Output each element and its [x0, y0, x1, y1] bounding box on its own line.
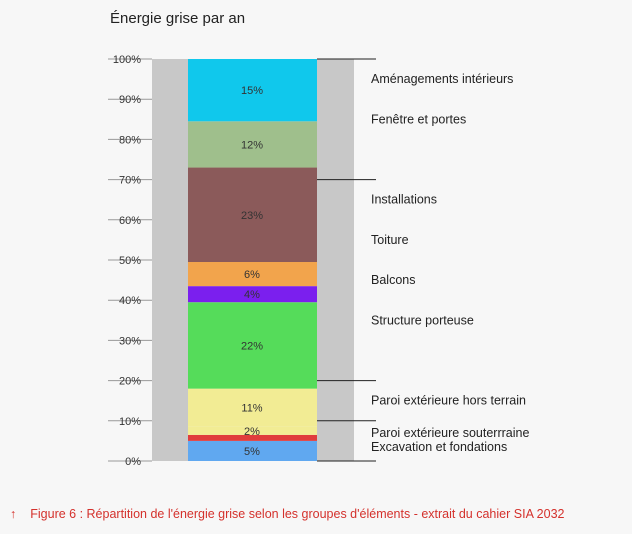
group-label: Installations [371, 193, 437, 207]
bar-segment [188, 302, 317, 389]
segment-label: 4% [244, 289, 260, 301]
y-tick-label: 50% [119, 255, 141, 267]
y-tick-label: 60% [119, 215, 141, 227]
y-tick-label: 10% [119, 416, 141, 428]
figure-caption: ↑ Figure 6 : Répartition de l'énergie gri… [10, 507, 565, 521]
caption-text: Figure 6 : Répartition de l'énergie gris… [30, 507, 565, 521]
segment-label: 6% [244, 269, 260, 281]
bar-segment [188, 440, 317, 461]
bar-segment [188, 286, 317, 303]
y-tick-label: 70% [119, 175, 141, 187]
left-background-column [152, 59, 188, 461]
group-label: Paroi extérieure hors terrain [371, 394, 526, 408]
group-label: Aménagements intérieurs [371, 72, 513, 86]
group-label: Balcons [371, 273, 415, 287]
right-background-column [317, 59, 354, 461]
y-tick-label: 40% [119, 295, 141, 307]
arrow-up-icon: ↑ [10, 507, 17, 521]
chart-title: Énergie grise par an [110, 10, 246, 27]
y-tick-label: 30% [119, 335, 141, 347]
bar-segment [188, 121, 317, 168]
group-label: Paroi extérieure souterrraine [371, 426, 529, 440]
y-tick-label: 100% [113, 54, 141, 66]
bar-segment [188, 426, 317, 435]
y-tick-label: 20% [119, 376, 141, 388]
segment-label: 23% [241, 210, 263, 222]
segment-label: 12% [241, 139, 263, 151]
segment-label: 15% [241, 85, 263, 97]
bar-segment [188, 262, 317, 287]
bar-segment [188, 434, 317, 441]
group-label: Toiture [371, 233, 409, 247]
group-label: Excavation et fondations [371, 440, 507, 454]
group-label: Structure porteuse [371, 313, 474, 327]
segment-label: 11% [241, 403, 262, 415]
bar-segment [188, 388, 317, 427]
bar-segment [188, 167, 317, 263]
y-tick-label: 80% [119, 134, 141, 146]
group-label: Fenêtre et portes [371, 112, 466, 126]
segment-label: 2% [244, 426, 260, 438]
y-tick-label: 90% [119, 94, 141, 106]
y-tick-label: 0% [125, 456, 141, 468]
stacked-bar-chart: 0% 10% 20% 30% 40% 50% 60% 70% 80% 90% 100% 5% 2% 11%… [108, 54, 529, 468]
segment-label: 5% [244, 446, 260, 458]
segment-label: 22% [241, 340, 263, 352]
bar-segment [188, 59, 317, 122]
